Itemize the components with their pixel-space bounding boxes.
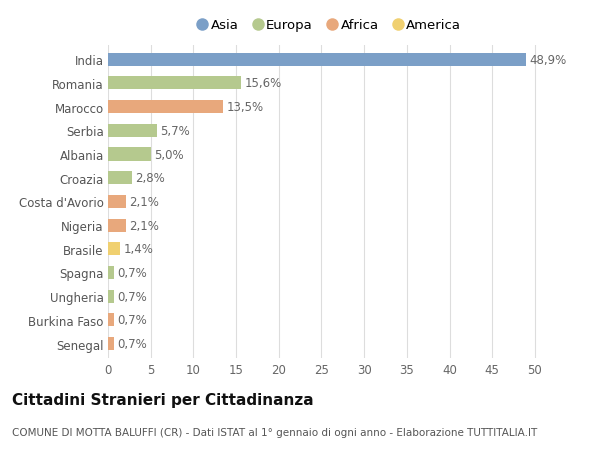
Text: 13,5%: 13,5% — [227, 101, 264, 114]
Text: COMUNE DI MOTTA BALUFFI (CR) - Dati ISTAT al 1° gennaio di ogni anno - Elaborazi: COMUNE DI MOTTA BALUFFI (CR) - Dati ISTA… — [12, 427, 537, 437]
Text: 0,7%: 0,7% — [118, 313, 147, 327]
Text: 5,7%: 5,7% — [160, 124, 190, 138]
Bar — [108, 124, 157, 138]
Bar — [108, 243, 120, 256]
Bar — [108, 313, 114, 327]
Bar — [108, 148, 151, 161]
Legend: Asia, Europa, Africa, America: Asia, Europa, Africa, America — [194, 15, 466, 36]
Bar — [108, 77, 241, 90]
Text: 48,9%: 48,9% — [529, 54, 566, 67]
Bar — [108, 101, 223, 114]
Bar — [108, 337, 114, 350]
Text: 2,1%: 2,1% — [130, 196, 159, 208]
Text: 5,0%: 5,0% — [154, 148, 184, 161]
Text: 0,7%: 0,7% — [118, 290, 147, 303]
Text: 2,1%: 2,1% — [130, 219, 159, 232]
Text: 15,6%: 15,6% — [245, 77, 282, 90]
Text: 0,7%: 0,7% — [118, 266, 147, 280]
Text: 1,4%: 1,4% — [124, 243, 153, 256]
Text: 2,8%: 2,8% — [136, 172, 165, 185]
Text: 0,7%: 0,7% — [118, 337, 147, 350]
Text: Cittadini Stranieri per Cittadinanza: Cittadini Stranieri per Cittadinanza — [12, 392, 314, 408]
Bar — [108, 54, 526, 67]
Bar — [108, 219, 126, 232]
Bar — [108, 266, 114, 280]
Bar — [108, 290, 114, 303]
Bar — [108, 172, 132, 185]
Bar — [108, 196, 126, 208]
